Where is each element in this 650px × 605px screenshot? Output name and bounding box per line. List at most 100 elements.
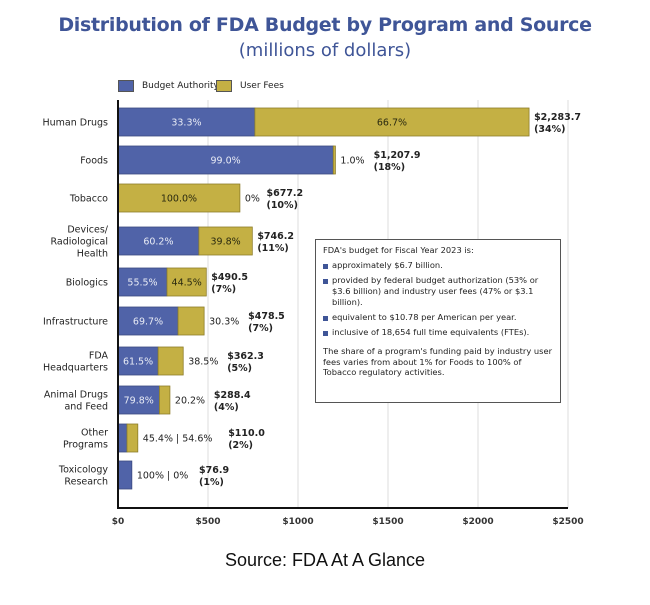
category-label: Devices/	[67, 225, 108, 236]
bar-budget-authority	[117, 226, 200, 256]
info-bullet-text: provided by federal budget authorization…	[332, 274, 539, 307]
total-share-label: (1%)	[199, 477, 224, 488]
category-label: Research	[64, 477, 108, 488]
legend-label-budget-authority: Budget Authority	[142, 81, 219, 91]
data-label-budget-authority: 69.7%	[133, 317, 163, 328]
total-label: $362.3	[227, 351, 264, 362]
category-label: and Feed	[64, 402, 108, 413]
total-label: $677.2	[266, 188, 303, 199]
legend-item-budget-authority: Budget Authority	[118, 80, 219, 92]
total-label: $110.0	[228, 428, 265, 439]
total-label: $490.5	[211, 272, 248, 283]
info-box: FDA's budget for Fiscal Year 2023 is: ap…	[315, 239, 561, 403]
bar-user-fees	[159, 385, 171, 415]
category-label: Other	[81, 428, 108, 439]
category-label: Biologics	[66, 278, 108, 289]
info-bullet: approximately $6.7 billion.	[323, 260, 553, 271]
data-label-user-fees: 44.5%	[172, 278, 202, 289]
bar-budget-authority	[117, 306, 179, 336]
category-label: Programs	[63, 440, 108, 451]
info-bullet: provided by federal budget authorization…	[323, 275, 553, 308]
total-label: $478.5	[248, 311, 285, 322]
total-label: $746.2	[257, 231, 294, 242]
bar-user-fees	[126, 423, 139, 453]
legend-swatch-user-fees	[216, 80, 232, 92]
data-label-budget-authority: 33.3%	[171, 118, 201, 129]
x-tick-label: $1500	[372, 517, 403, 527]
category-label: FDA	[89, 351, 109, 362]
total-share-label: (4%)	[214, 402, 239, 413]
source-caption: Source: FDA At A Glance	[224, 550, 426, 570]
bullet-square-icon	[323, 263, 328, 269]
bar-user-fees	[177, 306, 205, 336]
x-tick-label: $500	[195, 517, 220, 527]
total-share-label: (7%)	[248, 323, 273, 334]
bar-budget-authority	[117, 423, 128, 453]
bar-budget-authority	[117, 267, 168, 297]
total-share-label: (7%)	[211, 284, 236, 295]
info-bullet-text: inclusive of 18,654 full time equivalent…	[332, 326, 530, 337]
bar-user-fees	[117, 183, 241, 213]
bar-user-fees	[254, 107, 530, 137]
total-share-label: (11%)	[257, 243, 288, 254]
info-bullet: inclusive of 18,654 full time equivalent…	[323, 327, 553, 338]
data-label-outside: 30.3%	[209, 317, 239, 328]
data-label-user-fees: 39.8%	[210, 237, 240, 248]
bullet-square-icon	[323, 330, 328, 336]
category-label: Radiological	[50, 237, 108, 248]
category-label: Health	[77, 249, 108, 260]
data-label-budget-authority: 60.2%	[143, 237, 173, 248]
info-footer: The share of a program's funding paid by…	[323, 345, 552, 378]
info-bullet-text: approximately $6.7 billion.	[332, 259, 443, 270]
x-tick-label: $1000	[282, 517, 313, 527]
data-label-outside: 100% | 0%	[137, 471, 188, 482]
data-label-budget-authority: 55.5%	[127, 278, 157, 289]
bar-budget-authority	[117, 346, 159, 376]
info-heading: FDA's budget for Fiscal Year 2023 is:	[323, 245, 474, 255]
category-label: Foods	[80, 156, 108, 167]
data-label-user-fees: 100.0%	[161, 194, 197, 205]
legend-swatch-budget-authority	[118, 80, 134, 92]
category-label: Headquarters	[43, 363, 108, 374]
category-label: Animal Drugs	[44, 390, 108, 401]
data-label-outside: 20.2%	[175, 396, 205, 407]
total-label: $76.9	[199, 465, 229, 476]
category-label: Tobacco	[69, 194, 108, 205]
data-label-outside: 45.4% | 54.6%	[143, 434, 213, 445]
bar-user-fees	[166, 267, 207, 297]
data-label-budget-authority: 99.0%	[211, 156, 241, 167]
data-label-outside: 1.0%	[340, 156, 364, 167]
x-tick-label: $2500	[552, 517, 583, 527]
total-label: $288.4	[214, 390, 251, 401]
total-share-label: (10%)	[266, 200, 297, 211]
total-label: $1,207.9	[374, 150, 421, 161]
bar-user-fees	[157, 346, 184, 376]
data-label-budget-authority: 61.5%	[123, 357, 153, 368]
legend-label-user-fees: User Fees	[240, 81, 284, 91]
chart-subtitle: (millions of dollars)	[238, 40, 412, 61]
bar-user-fees	[198, 226, 253, 256]
data-label-outside: 0%	[245, 194, 260, 205]
bar-user-fees	[332, 145, 336, 175]
legend-item-user-fees: User Fees	[216, 80, 284, 92]
chart-panel: Distribution of FDA Budget by Program an…	[42, 14, 592, 527]
total-share-label: (18%)	[374, 162, 405, 173]
chart-title: Distribution of FDA Budget by Program an…	[58, 14, 592, 36]
data-label-budget-authority: 79.8%	[124, 396, 154, 407]
total-share-label: (34%)	[534, 124, 565, 135]
info-bullet: equivalent to $10.78 per American per ye…	[323, 312, 553, 323]
data-label-user-fees: 66.7%	[377, 118, 407, 129]
bar-budget-authority	[117, 460, 133, 490]
total-share-label: (5%)	[227, 363, 252, 374]
total-label: $2,283.7	[534, 112, 581, 123]
data-label-outside: 38.5%	[188, 357, 218, 368]
category-label: Toxicology	[58, 465, 108, 476]
total-share-label: (2%)	[228, 440, 253, 451]
x-tick-label: $2000	[462, 517, 493, 527]
bullet-square-icon	[323, 278, 328, 284]
category-label: Infrastructure	[43, 317, 108, 328]
category-label: Human Drugs	[42, 118, 108, 129]
info-bullet-text: equivalent to $10.78 per American per ye…	[332, 311, 517, 322]
bullet-square-icon	[323, 315, 328, 321]
x-tick-label: $0	[112, 517, 125, 527]
